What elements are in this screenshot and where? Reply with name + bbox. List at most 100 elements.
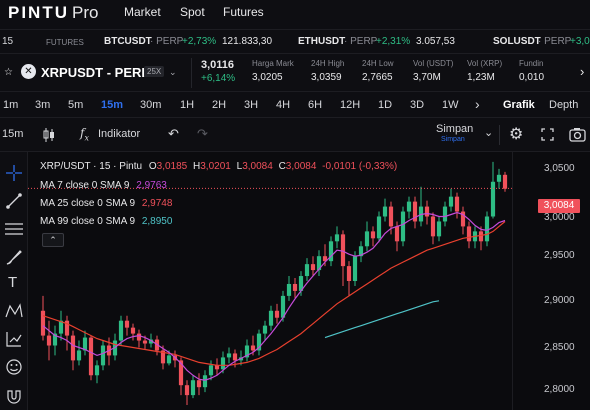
top-nav-bar: PINTU Pro Market Spot Futures [0,0,590,30]
ticker-badge: FUTURES [46,38,84,47]
trend-line-icon[interactable] [5,192,23,210]
timeframe-3d[interactable]: 3D [410,99,425,111]
indicator-button[interactable]: Indikator [98,128,141,140]
legend-ma99[interactable]: MA 99 close 0 SMA 9 2,8950 [40,216,172,227]
ticker-symbol-eth[interactable]: ETHUSDT [298,36,346,47]
price-tick: 3,0000 [544,212,575,223]
leverage-badge: 25X [144,66,165,77]
save-dropdown-chevron-icon[interactable]: ⌄ [484,127,494,139]
price-tick: 2,8500 [544,342,575,353]
redo-icon[interactable]: ↷ [197,126,208,141]
legend-open: 3,0185 [156,161,188,172]
candle-body [292,283,298,291]
stat-label-vol-xrp: Vol (XRP) [467,59,503,68]
timeframe-12h[interactable]: 12H [340,99,361,111]
candle-body [490,181,496,217]
timeframe-3m[interactable]: 3m [35,99,51,111]
interval-select[interactable]: 15m [2,128,24,140]
candle-body [298,276,304,291]
camera-icon[interactable] [569,127,586,142]
timeframe-next-icon[interactable]: › [475,96,480,112]
timeframe-3h[interactable]: 3H [244,99,259,111]
pattern-tool-icon[interactable] [4,302,24,320]
tab-depth[interactable]: Depth [549,99,579,111]
favorite-star-icon[interactable]: ☆ [4,67,13,78]
tab-grafik[interactable]: Grafik [503,99,535,111]
timeframe-4h[interactable]: 4H [276,99,291,111]
timeframe-1h[interactable]: 1H [180,99,195,111]
timeframe-5m[interactable]: 5m [68,99,84,111]
timeframe-1m[interactable]: 1m [3,99,19,111]
emoji-tool-icon[interactable] [5,358,23,376]
timeframe-1w[interactable]: 1W [442,99,459,111]
price-chart[interactable] [28,152,590,410]
text-tool-icon[interactable]: T [8,274,18,291]
undo-icon[interactable]: ↶ [168,126,179,141]
last-price: 3,0116 [201,59,235,71]
save-button[interactable]: Simpan [436,123,474,135]
candle-body [250,345,256,351]
fullscreen-icon[interactable] [541,128,554,141]
nav-futures[interactable]: Futures [223,5,264,19]
stat-label-funding: Fundin [519,59,544,68]
ma99-line [324,300,440,339]
candle-body [436,221,442,237]
candle-body [166,355,172,364]
legend-change: -0,0101 (-0,33%) [322,161,398,172]
ticker-partial: 15 [2,36,14,47]
ticker-price-eth: 3.057,53 [416,36,455,47]
ticker-suffix-btc: · PERP [150,36,184,47]
chart-legend-ohlc: XRP/USDT · 15 · Pintu O3,0185 H3,0201 L3… [40,161,398,172]
timeframe-6h[interactable]: 6H [308,99,323,111]
ticker-change-sol: +3,0 [570,36,590,47]
candle-body [82,337,88,351]
timeframe-1d[interactable]: 1D [378,99,393,111]
candle-body [40,310,46,336]
indicator-fx-icon[interactable]: fx [80,126,89,143]
market-info-bar: ☆ ✕ XRPUSDT - PERP 25X ⌄ 3,0116 +6,14% H… [0,54,590,92]
scroll-right-icon[interactable]: › [580,64,585,79]
horizontal-lines-icon[interactable] [4,220,24,238]
legend-ma7[interactable]: MA 7 close 0 SMA 9 2,9763 [40,180,167,191]
candle-body [214,365,220,370]
price-change: +6,14% [201,73,236,84]
candle-body [220,357,226,370]
candle-body [364,231,370,247]
ticker-symbol-sol[interactable]: SOLUSDT [493,36,541,47]
current-price-label: 3,0084 [538,199,580,213]
price-scale[interactable] [512,152,590,410]
measure-tool-icon[interactable] [5,330,23,348]
brush-icon[interactable] [5,248,23,266]
candle-type-icon[interactable] [42,127,56,143]
chevron-down-icon[interactable]: ⌄ [169,67,177,77]
divider [191,58,192,88]
ticker-suffix-eth: · PERP [344,36,378,47]
candle-body [406,201,412,212]
timeframe-2h[interactable]: 2H [212,99,227,111]
ma99-label: MA 99 close 0 SMA 9 [40,216,136,227]
ticker-symbol-btc[interactable]: BTCUSDT [104,36,152,47]
candle-body [328,241,334,262]
candle-body [376,216,382,239]
candle-body [484,216,490,242]
nav-market[interactable]: Market [124,5,161,19]
timeframe-30m[interactable]: 30m [140,99,162,111]
crosshair-icon[interactable] [5,164,23,182]
ma7-value: 2,9763 [136,180,167,191]
settings-gear-icon[interactable]: ⚙ [509,126,524,143]
nav-spot[interactable]: Spot [180,5,205,19]
candle-body [316,256,322,271]
price-tick: 3,0500 [544,163,575,174]
candle-body [400,211,406,242]
candle-body [286,283,292,296]
ticker-suffix-sol: · PERP [538,36,572,47]
candle-body [424,206,430,217]
timeframe-15m[interactable]: 15m [101,99,124,111]
symbol-title[interactable]: XRPUSDT - PERP [41,65,151,80]
collapse-legend-button[interactable]: ⌃ [42,233,64,247]
candle-body [88,337,94,376]
pintu-pro-logo[interactable]: PINTU Pro [8,3,98,23]
candle-body [382,206,388,217]
legend-ma25[interactable]: MA 25 close 0 SMA 9 2,9748 [40,198,172,209]
magnet-tool-icon[interactable] [5,388,23,406]
